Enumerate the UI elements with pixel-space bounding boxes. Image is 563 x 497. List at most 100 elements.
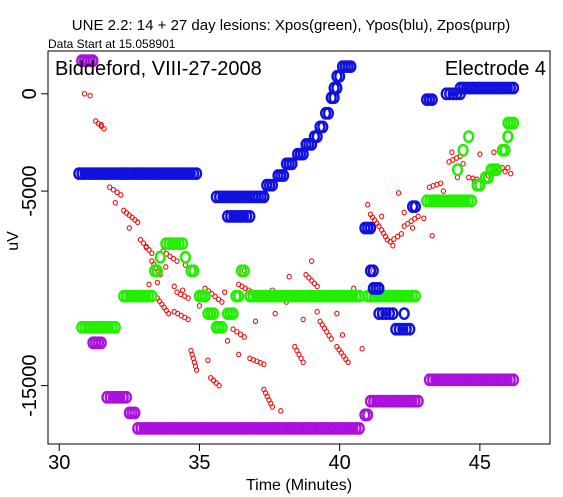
point-ypos xyxy=(331,81,343,95)
point-red xyxy=(101,125,107,132)
point-zpos xyxy=(507,373,520,387)
point-ypos xyxy=(373,281,385,295)
point-red xyxy=(98,122,104,128)
point-red xyxy=(165,310,172,317)
point-ypos xyxy=(278,169,290,182)
point-ypos xyxy=(397,322,409,336)
series-xpos xyxy=(76,116,520,334)
data-marks xyxy=(73,54,520,435)
point-zpos xyxy=(120,390,133,404)
point-red xyxy=(140,240,147,246)
point-red xyxy=(212,293,218,300)
point-xpos xyxy=(507,116,520,130)
point-red xyxy=(146,281,152,288)
point-xpos xyxy=(474,178,486,192)
point-red xyxy=(252,318,259,325)
point-xpos xyxy=(233,289,245,303)
point-red xyxy=(286,273,292,280)
x-tick-label: 40 xyxy=(329,452,351,474)
point-red xyxy=(222,289,228,296)
point-red xyxy=(328,336,334,342)
point-ypos xyxy=(393,322,405,336)
point-red xyxy=(236,351,242,358)
point-ypos xyxy=(426,93,438,107)
point-ypos xyxy=(286,157,298,171)
x-axis: 30 35 40 45 xyxy=(48,443,491,474)
point-red xyxy=(437,180,444,187)
chart-subtitle: Data Start at 15.058901 xyxy=(48,37,176,51)
point-xpos xyxy=(238,264,250,278)
point-red xyxy=(308,258,315,264)
point-red xyxy=(174,258,180,264)
point-xpos xyxy=(499,143,511,157)
point-red xyxy=(303,271,309,278)
point-red xyxy=(241,334,247,340)
point-ypos xyxy=(507,81,520,95)
point-red xyxy=(508,170,514,177)
point-red xyxy=(345,359,351,366)
x-axis-label: Time (Minutes) xyxy=(246,477,352,494)
point-red xyxy=(143,244,149,251)
series-red xyxy=(81,90,514,414)
point-red xyxy=(376,223,382,229)
point-red xyxy=(135,219,141,226)
y-axis-label: uV xyxy=(5,231,22,251)
point-red xyxy=(179,287,186,294)
point-red xyxy=(394,233,401,240)
y-tick-label: 0 xyxy=(19,88,41,99)
point-red xyxy=(359,345,365,352)
point-red xyxy=(185,316,191,323)
point-ypos xyxy=(266,178,279,192)
point-red xyxy=(415,213,421,220)
point-red xyxy=(306,274,312,281)
point-ypos xyxy=(400,322,412,336)
point-red xyxy=(314,308,320,315)
point-red xyxy=(409,225,416,231)
point-ypos xyxy=(376,307,389,320)
point-xpos xyxy=(170,237,182,251)
point-xpos xyxy=(207,307,220,320)
point-xpos xyxy=(409,289,422,303)
point-red xyxy=(112,199,118,206)
point-red xyxy=(311,280,318,287)
point-xpos xyxy=(154,250,166,264)
point-ypos xyxy=(367,264,379,278)
point-zpos xyxy=(114,390,126,404)
point-red xyxy=(477,151,483,157)
point-xpos xyxy=(227,307,239,320)
point-ypos xyxy=(390,322,402,336)
point-ypos xyxy=(364,221,377,235)
point-red xyxy=(234,328,240,335)
point-red xyxy=(502,168,508,175)
point-red xyxy=(261,361,267,368)
x-tick-label: 30 xyxy=(48,452,70,474)
point-red xyxy=(390,242,396,249)
point-red xyxy=(391,236,397,242)
point-red xyxy=(460,160,466,167)
point-xpos xyxy=(188,264,200,278)
y-tick-label: -5000 xyxy=(19,166,41,217)
point-zpos xyxy=(362,408,374,422)
point-xpos xyxy=(216,320,228,334)
point-red xyxy=(401,209,407,216)
point-red xyxy=(365,201,371,208)
point-ypos xyxy=(447,87,459,101)
point-red xyxy=(219,299,225,305)
point-red xyxy=(224,338,231,344)
point-red xyxy=(440,188,447,194)
point-xpos xyxy=(502,130,514,144)
point-xpos xyxy=(491,163,503,177)
point-red xyxy=(171,283,177,290)
point-red xyxy=(193,367,200,373)
point-red xyxy=(387,238,393,245)
point-red xyxy=(339,332,346,338)
point-xpos xyxy=(109,320,121,334)
point-xpos xyxy=(166,237,179,251)
point-zpos xyxy=(412,394,424,408)
electrode-annotation: Electrode 4 xyxy=(445,58,546,80)
point-red xyxy=(421,215,427,222)
point-red xyxy=(107,184,113,191)
point-red xyxy=(300,359,306,366)
point-red xyxy=(149,250,155,257)
